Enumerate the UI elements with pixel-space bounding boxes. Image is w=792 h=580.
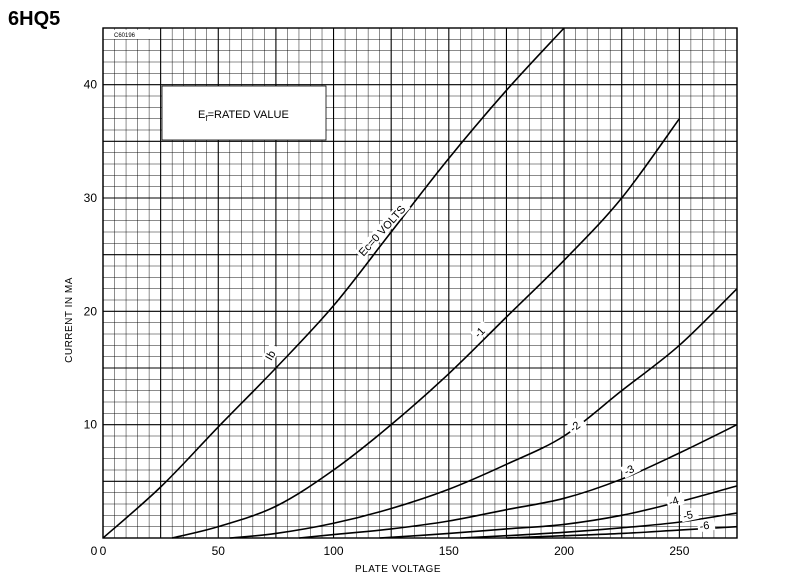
curve-label-bg [665,492,686,509]
curve-label-2: -2 [565,415,587,436]
legend-prefix: E [198,109,205,121]
curve-label-6: -6 [696,518,716,533]
x-tick-label: 50 [212,544,226,558]
curve-label-bg [696,518,716,533]
legend-text: Ef=RATED VALUE [198,109,289,123]
curve-label-bg [261,343,281,364]
x-tick-label: 150 [439,544,459,558]
curve-label-text: -5 [682,509,694,523]
code-label: C60196 [114,33,136,39]
curve-label-bg [679,506,700,523]
curve-labels: Ec=0 VOLTS -1 -2 -3 -4-5 -6 Ib [261,199,716,533]
curve-label-text: -6 [699,520,710,533]
curve-label-ib: Ib [261,343,281,364]
page-title: 6HQ5 [8,8,61,30]
legend-rest: =RATED VALUE [208,109,289,121]
legend-sub: f [205,114,208,123]
series-line [506,525,738,539]
series-line [102,27,565,539]
curve-label-text: -4 [667,495,680,509]
series-line [171,118,681,539]
y-tick-label: 10 [84,418,98,432]
curve-label-text: -3 [622,463,636,478]
curve-label-5: -5 [679,506,700,523]
series-line [298,423,738,539]
x-tick-label: 100 [324,544,344,558]
curve-label-bg [354,199,411,260]
series-line [229,288,738,539]
y-tick-label: 30 [84,191,98,205]
legend-box: Ef=RATED VALUE [161,85,327,141]
curve-label-bg [620,460,641,479]
curve-label-bg [565,415,587,436]
y-axis-label: CURRENT IN MA [64,277,75,363]
x-tick-label: 0 [91,544,98,558]
code-box: C60196 [110,30,154,39]
curve-label-1: -1 [470,320,491,342]
axes [102,27,738,539]
curve-label-bg [470,320,491,342]
tick-labels: 0 50 100 150 200 250 10 20 30 40 0 [84,78,690,558]
curve-label-4: -4 [665,492,686,509]
y-tick-label: 20 [84,304,98,318]
curve-label-3: -3 [620,460,641,479]
x-tick-label: 0 [100,544,107,558]
x-axis-label: PLATE VOLTAGE [355,564,441,575]
curve-label-text: Ec=0 VOLTS [357,204,409,259]
x-tick-label: 250 [669,544,689,558]
plot-frame [102,27,738,539]
y-tick-label: 40 [84,78,98,92]
x-tick-label: 200 [554,544,574,558]
